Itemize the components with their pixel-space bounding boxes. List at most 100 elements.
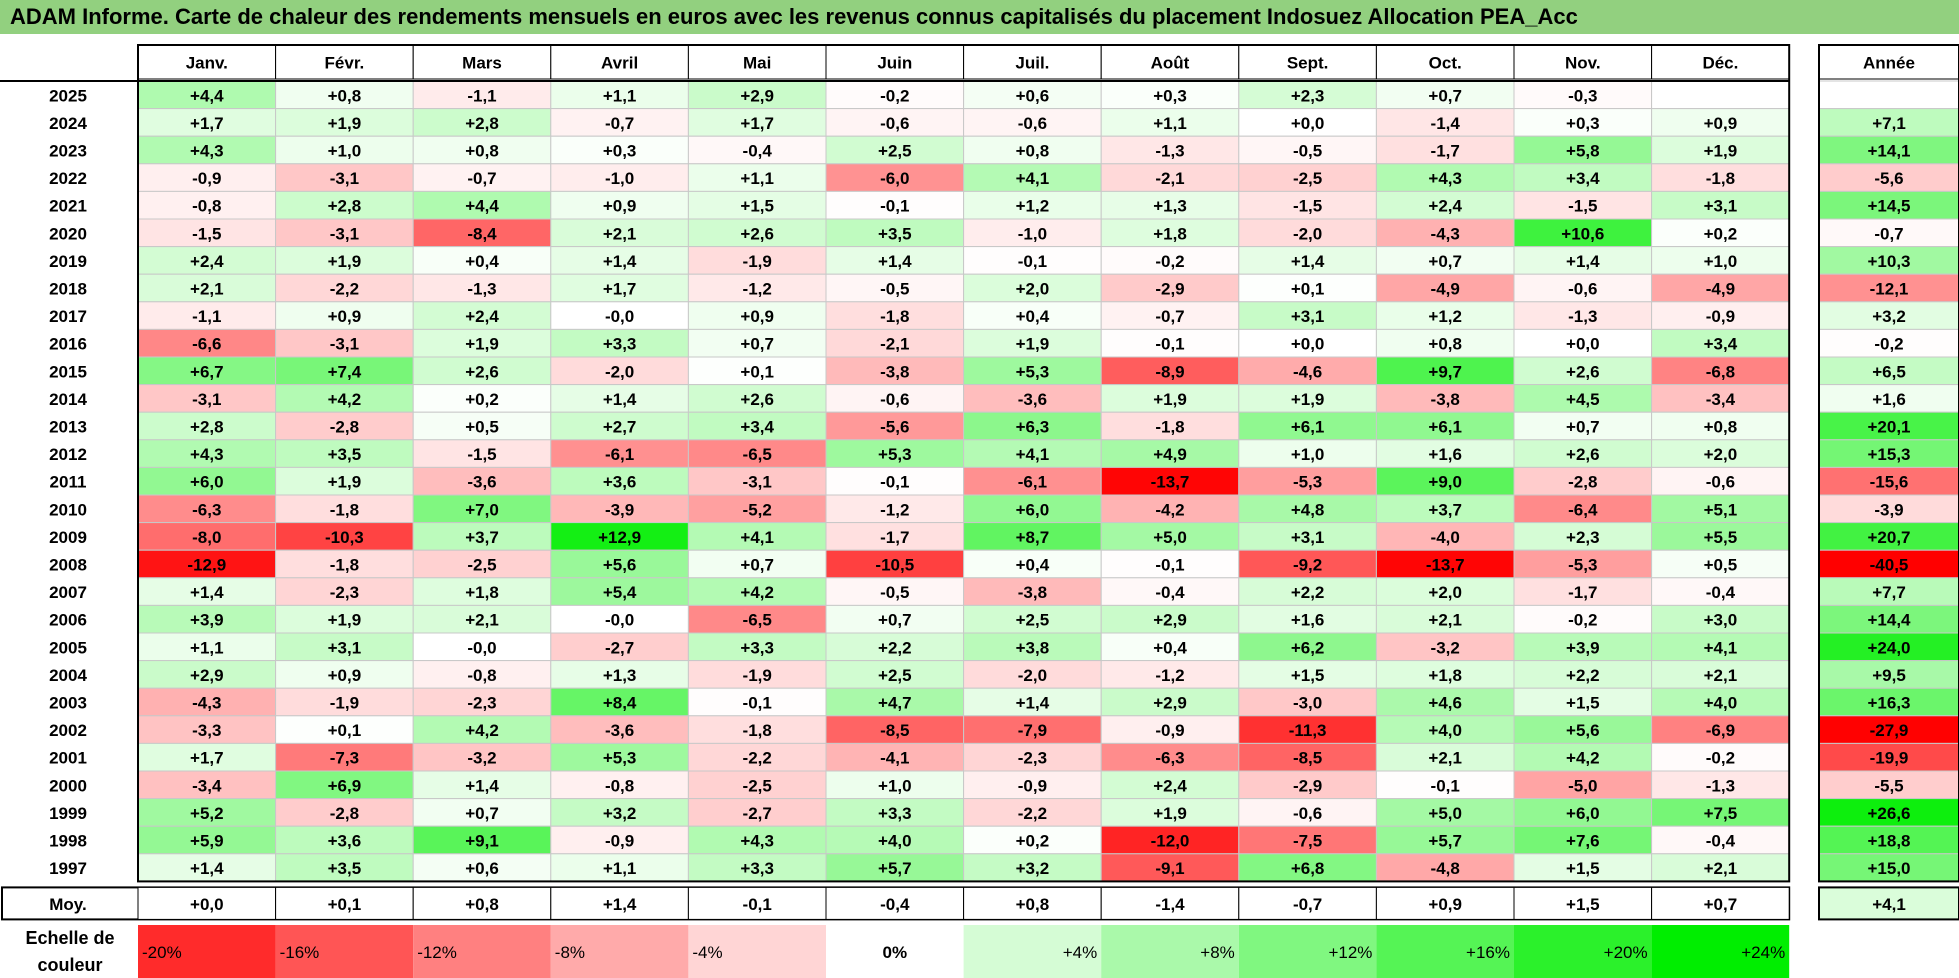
heatmap-cell-value: +9,1 [465, 832, 499, 851]
heatmap-cell-value: -2,5 [467, 556, 496, 575]
heatmap-cell [1651, 246, 1790, 275]
average-cell [1513, 886, 1653, 920]
heatmap-cell-value: +3,3 [603, 335, 637, 354]
heatmap-cell [275, 356, 414, 386]
average-cell-value: -1,4 [1155, 895, 1185, 914]
heatmap-cell [963, 715, 1102, 744]
heatmap-cell-value: -5,2 [743, 500, 772, 519]
row-year-label: 2008 [49, 556, 87, 575]
heatmap-cell-value: +2,9 [190, 666, 224, 685]
heatmap-cell-value: +1,3 [1153, 197, 1187, 216]
heatmap-cell-value: -0,7 [605, 114, 634, 133]
heatmap-cell-value: -12,0 [1151, 832, 1190, 851]
average-cell [963, 886, 1102, 920]
heatmap-cell-value: +0,3 [1153, 86, 1187, 105]
heatmap-cell-value: -0,3 [1568, 86, 1597, 105]
heatmap-cell [412, 715, 552, 744]
heatmap-cell-value: +1,6 [1291, 611, 1325, 630]
annual-cell [1818, 108, 1959, 137]
row-year-label: 2003 [49, 694, 87, 713]
heatmap-cell-value: +0,7 [1428, 86, 1462, 105]
heatmap-cell-value: +5,3 [1016, 362, 1050, 381]
heatmap-cell [963, 108, 1102, 137]
heatmap-cell [275, 108, 414, 137]
heatmap-cell-value: -5,0 [1568, 776, 1597, 795]
heatmap-cell-value: +3,5 [328, 445, 362, 464]
heatmap-cell-value: +0,8 [1428, 335, 1462, 354]
heatmap-cell [687, 466, 827, 496]
legend-step-label: +12% [1328, 943, 1372, 962]
heatmap-cell-value: +0,7 [465, 804, 499, 823]
heatmap-cell-value: +1,5 [740, 197, 774, 216]
heatmap-cell-value: +3,7 [1428, 500, 1462, 519]
heatmap-cell [1651, 742, 1790, 772]
heatmap-cell-value: -0,9 [192, 169, 221, 188]
heatmap-cell-value: -4,2 [1155, 500, 1184, 519]
heatmap-cell-value: +4,1 [1016, 169, 1050, 188]
heatmap-cell-value: +1,8 [1153, 224, 1187, 243]
heatmap-cell [1238, 384, 1377, 413]
heatmap-cell [550, 218, 689, 248]
heatmap-cell [963, 384, 1102, 413]
heatmap-cell-value: -2,3 [467, 694, 496, 713]
heatmap-cell-value: -3,6 [1018, 390, 1047, 409]
heatmap-cell-value: +2,9 [740, 86, 774, 105]
average-cell-value: +1,5 [1566, 895, 1600, 914]
heatmap-cell-value: -0,2 [880, 86, 909, 105]
row-year-label: 2017 [49, 307, 87, 326]
heatmap-cell-value: -1,9 [330, 694, 359, 713]
average-cell [137, 886, 277, 920]
month-header-label: Janv. [186, 54, 228, 73]
month-header-label: Févr. [325, 54, 365, 73]
heatmap-cell-value: -8,0 [192, 528, 221, 547]
heatmap-cell-value: +0,9 [328, 666, 362, 685]
heatmap-cell [687, 632, 827, 662]
heatmap-cell-value: -1,5 [1568, 197, 1597, 216]
heatmap-cell-value: +1,1 [603, 86, 637, 105]
heatmap-cell-value: +4,0 [878, 832, 912, 851]
heatmap-cell-value: +2,7 [603, 418, 637, 437]
annual-cell-value: -5,5 [1874, 776, 1903, 795]
heatmap-cell-value: -2,9 [1293, 776, 1322, 795]
heatmap-cell-value: +6,9 [328, 776, 362, 795]
heatmap-cell-value: +1,4 [190, 583, 224, 602]
heatmap-cell-value: +0,1 [1291, 280, 1325, 299]
heatmap-cell-value: -13,7 [1426, 556, 1465, 575]
heatmap-cell [550, 825, 689, 855]
heatmap-cell [1238, 522, 1377, 551]
heatmap-cell-value: +0,2 [465, 390, 499, 409]
heatmap-cell-value: +3,3 [740, 638, 774, 657]
heatmap-cell-value: +2,3 [1291, 86, 1325, 105]
heatmap-cell-value: -3,9 [605, 500, 634, 519]
heatmap-cell-value: +7,4 [328, 362, 362, 381]
annual-cell-value: +15,0 [1867, 859, 1910, 878]
heatmap-cell-value: -0,1 [880, 473, 909, 492]
heatmap-cell [687, 411, 827, 441]
heatmap-cell [1375, 770, 1515, 800]
heatmap-cell [1375, 108, 1515, 137]
legend-step-label: +16% [1466, 943, 1510, 962]
heatmap-cell [963, 742, 1102, 772]
heatmap-cell-value: -2,9 [1155, 280, 1184, 299]
annual-cell-value: +9,5 [1872, 666, 1906, 685]
heatmap-cell [275, 246, 414, 275]
heatmap-cell-value: -1,3 [1706, 776, 1735, 795]
heatmap-cell [412, 494, 552, 524]
heatmap-cell-value: -0,4 [1706, 583, 1736, 602]
heatmap-cell-value: -2,8 [330, 804, 359, 823]
heatmap-cell-value: +0,8 [1016, 142, 1050, 161]
row-year-label: 2019 [49, 252, 87, 271]
heatmap-cell [1651, 494, 1790, 524]
heatmap-cell [412, 742, 552, 772]
annual-cell [1818, 273, 1959, 303]
annual-cell-value: -40,5 [1870, 556, 1909, 575]
annual-cell-value: -3,9 [1874, 500, 1903, 519]
heatmap-cell-value: +4,4 [465, 197, 499, 216]
heatmap-cell-value: +1,9 [1153, 390, 1187, 409]
heatmap-cell-value: +2,6 [740, 224, 774, 243]
heatmap-cell [550, 246, 689, 275]
heatmap-cell [1100, 715, 1240, 744]
month-header-label: Juil. [1015, 54, 1049, 73]
annual-cell [1818, 356, 1959, 386]
heatmap-cell [687, 108, 827, 137]
